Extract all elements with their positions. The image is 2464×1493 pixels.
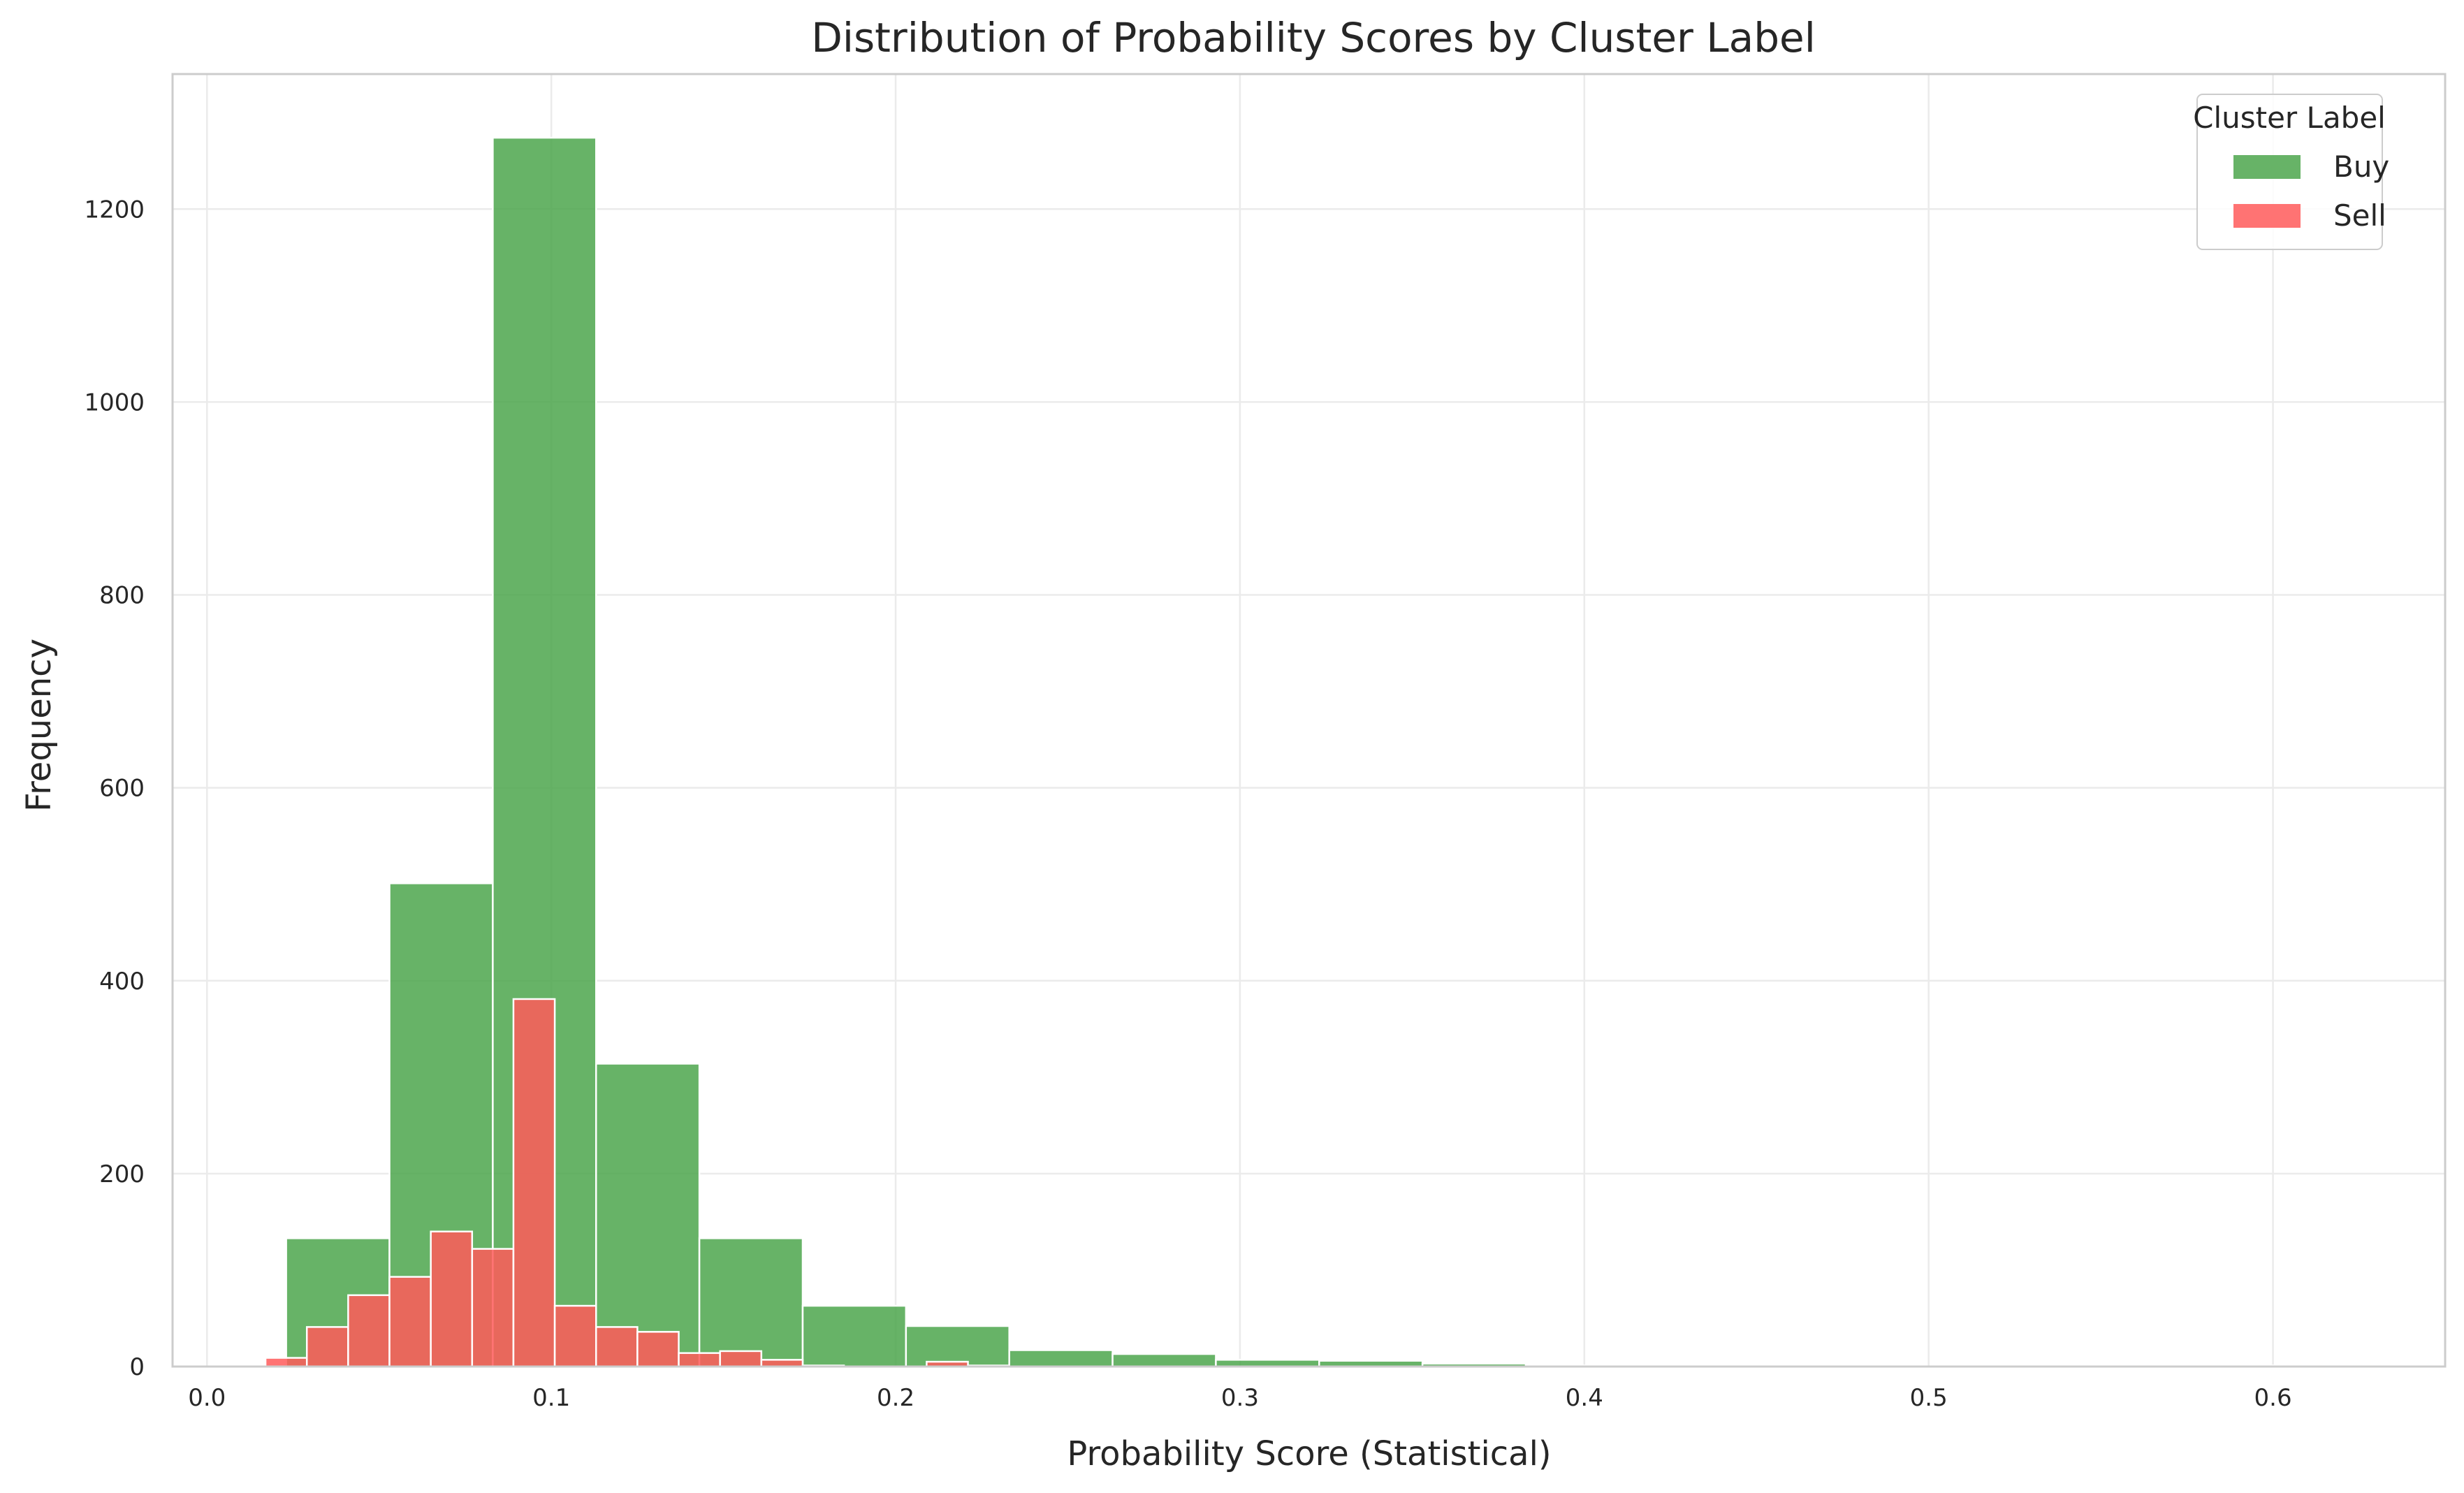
x-axis-ticks: 0.0 0.1 0.2 0.3 0.4 0.5 0.6 (188, 1384, 2291, 1412)
x-tick-label: 0.3 (1221, 1384, 1259, 1412)
x-tick-label: 0.0 (188, 1384, 226, 1412)
series-buy (285, 136, 2354, 1368)
y-tick-label: 200 (99, 1160, 145, 1188)
y-tick-label: 1000 (84, 388, 145, 416)
bar-sell (430, 1230, 474, 1368)
x-tick-label: 0.6 (2254, 1384, 2292, 1412)
bar-sell (678, 1352, 721, 1368)
y-tick-label: 400 (99, 968, 145, 996)
legend: Cluster Label Buy Sell (2193, 94, 2389, 250)
bar-buy (1111, 1353, 1217, 1368)
bar-sell (388, 1276, 432, 1368)
bar-sell (553, 1304, 597, 1368)
bar-buy (595, 1063, 701, 1368)
bar-sell (305, 1326, 349, 1368)
histogram-bars (264, 136, 2354, 1368)
y-tick-label: 600 (99, 775, 145, 803)
bar-buy (1008, 1349, 1114, 1368)
y-tick-label: 0 (129, 1353, 145, 1381)
bar-sell (264, 1357, 308, 1368)
bar-sell (636, 1331, 680, 1368)
bar-sell (595, 1326, 639, 1368)
y-tick-label: 800 (99, 582, 145, 610)
legend-title: Cluster Label (2193, 101, 2386, 135)
bar-buy (801, 1304, 907, 1368)
legend-swatch-sell (2233, 204, 2301, 228)
bar-sell (719, 1350, 763, 1368)
bar-buy (698, 1237, 804, 1368)
legend-label-buy: Buy (2333, 150, 2389, 184)
legend-swatch-buy (2233, 155, 2301, 179)
chart-title: Distribution of Probability Scores by Cl… (811, 14, 1816, 61)
plot-frame (171, 73, 2447, 1368)
bar-sell (347, 1294, 391, 1368)
bar-buy (905, 1325, 1010, 1368)
legend-label-sell: Sell (2333, 198, 2386, 233)
series-sell (264, 998, 1010, 1368)
x-tick-label: 0.1 (532, 1384, 570, 1412)
y-axis-title: Frequency (20, 639, 59, 812)
x-axis-title: Probability Score (Statistical) (1067, 1434, 1551, 1473)
y-axis-ticks: 0 200 400 600 800 1000 1200 (84, 196, 145, 1381)
x-tick-label: 0.2 (877, 1384, 914, 1412)
x-tick-label: 0.5 (1910, 1384, 1948, 1412)
bar-sell (471, 1248, 515, 1368)
bar-sell (512, 998, 556, 1368)
y-tick-label: 1200 (84, 196, 145, 224)
x-tick-label: 0.4 (1566, 1384, 1603, 1412)
